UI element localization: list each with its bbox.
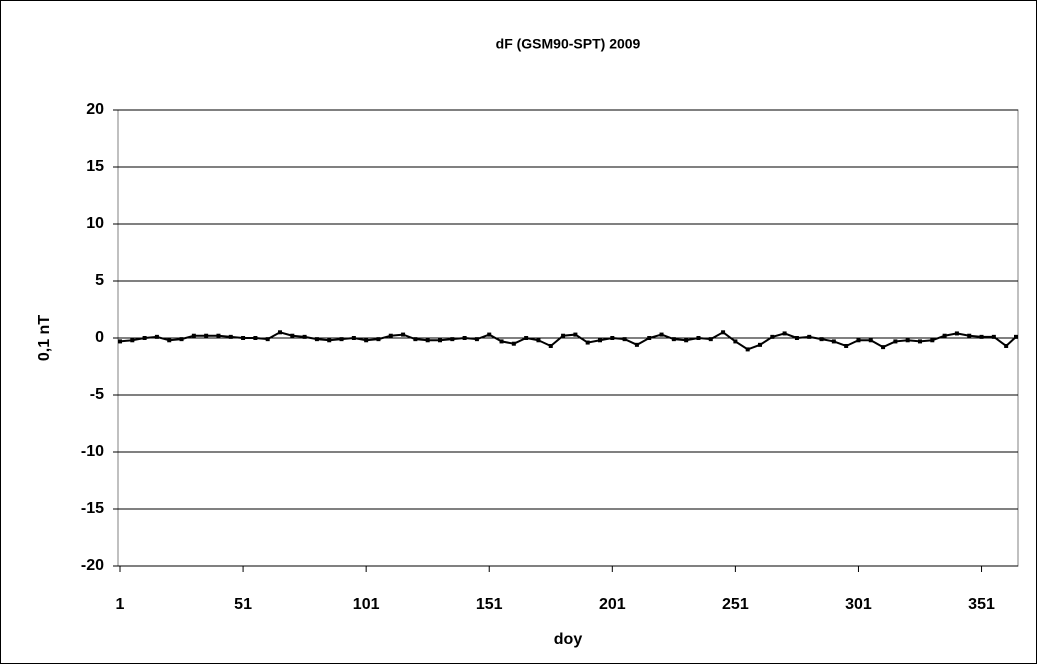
- data-point: [118, 339, 122, 344]
- data-point: [511, 341, 516, 346]
- chart-title: dF (GSM90-SPT) 2009: [496, 36, 641, 52]
- data-point: [179, 337, 184, 342]
- data-point: [831, 339, 836, 344]
- data-point: [204, 333, 209, 338]
- data-point: [314, 337, 319, 342]
- data-point: [351, 336, 356, 340]
- data-point: [610, 336, 615, 340]
- data-point: [339, 337, 344, 342]
- data-point: [745, 347, 750, 352]
- data-point: [819, 337, 824, 342]
- data-point: [191, 333, 196, 338]
- data-point: [598, 338, 602, 343]
- data-point: [450, 337, 455, 342]
- data-point: [708, 337, 713, 342]
- x-tick-label: 151: [476, 596, 503, 613]
- x-tick-label: 301: [845, 596, 872, 613]
- data-point: [868, 338, 873, 343]
- data-point: [142, 336, 147, 340]
- data-point: [487, 332, 492, 337]
- data-point: [794, 336, 799, 340]
- y-tick-label: 5: [95, 272, 104, 289]
- data-point: [893, 339, 898, 344]
- x-tick-label: 251: [722, 596, 749, 613]
- data-point: [696, 336, 701, 340]
- data-point: [758, 342, 762, 347]
- y-axis-label: 0,1 nT: [36, 315, 53, 361]
- data-point: [671, 337, 676, 342]
- data-point: [881, 345, 886, 350]
- data-point: [967, 333, 972, 338]
- x-tick-label: 201: [599, 596, 626, 613]
- data-point: [524, 336, 529, 340]
- y-tick-label: -5: [90, 386, 104, 403]
- y-tick-label: 15: [86, 158, 104, 175]
- x-tick-label: 101: [353, 596, 380, 613]
- data-point: [622, 337, 627, 342]
- data-point: [401, 332, 406, 337]
- data-point: [782, 331, 787, 336]
- x-tick-label: 51: [234, 596, 252, 613]
- data-point: [548, 343, 553, 348]
- data-point: [438, 338, 442, 343]
- data-point: [388, 333, 393, 338]
- data-point: [474, 337, 479, 342]
- data-point: [241, 336, 246, 340]
- data-point: [536, 338, 541, 343]
- data-point: [647, 336, 652, 340]
- y-tick-label: -20: [81, 557, 104, 574]
- data-point: [265, 337, 270, 342]
- data-point: [856, 338, 861, 343]
- data-point: [905, 338, 910, 343]
- data-point: [216, 333, 221, 338]
- y-tick-label: -15: [81, 500, 104, 517]
- data-point: [228, 334, 233, 339]
- data-point: [364, 338, 369, 343]
- data-point: [1014, 334, 1018, 339]
- data-point: [770, 334, 775, 339]
- data-point: [499, 339, 504, 344]
- data-point: [721, 330, 726, 335]
- data-point: [684, 338, 689, 343]
- data-point: [930, 338, 935, 343]
- data-point: [844, 343, 849, 348]
- data-point: [278, 330, 282, 335]
- data-point: [167, 338, 172, 343]
- data-point: [942, 333, 947, 338]
- data-point: [253, 336, 258, 340]
- data-point: [302, 334, 307, 339]
- y-tick-label: -10: [81, 443, 104, 460]
- data-point: [733, 339, 738, 344]
- data-point: [290, 333, 295, 338]
- data-point: [327, 338, 332, 343]
- data-point: [954, 331, 959, 336]
- y-tick-label: 10: [86, 215, 104, 232]
- data-point: [462, 336, 467, 340]
- data-point: [979, 334, 984, 339]
- data-point: [130, 338, 135, 343]
- x-tick-label: 1: [116, 596, 125, 613]
- data-point: [807, 334, 812, 339]
- data-point: [918, 339, 922, 344]
- data-point: [1004, 343, 1009, 348]
- data-point: [659, 332, 664, 337]
- x-tick-label: 351: [968, 596, 995, 613]
- y-tick-label: 0: [95, 329, 104, 346]
- x-axis-label: doy: [554, 631, 583, 648]
- data-point: [154, 334, 159, 339]
- data-point: [561, 333, 566, 338]
- data-point: [634, 342, 639, 347]
- data-point: [413, 337, 418, 342]
- data-point: [376, 337, 381, 342]
- data-line: [119, 331, 1017, 351]
- data-point: [585, 340, 590, 345]
- data-point: [991, 334, 996, 339]
- data-point: [425, 338, 430, 343]
- y-tick-label: 20: [86, 101, 104, 118]
- data-point: [573, 332, 578, 337]
